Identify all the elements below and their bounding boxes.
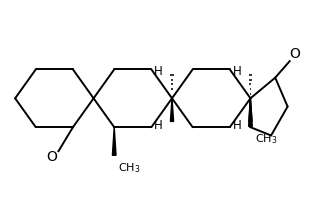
- Text: O: O: [46, 150, 57, 164]
- Polygon shape: [170, 98, 174, 121]
- Text: O: O: [290, 47, 300, 61]
- Text: CH$_3$: CH$_3$: [255, 132, 277, 146]
- Polygon shape: [248, 98, 252, 126]
- Polygon shape: [112, 127, 116, 155]
- Text: H: H: [154, 65, 163, 78]
- Text: H: H: [154, 119, 163, 132]
- Text: H: H: [233, 119, 241, 132]
- Polygon shape: [249, 98, 252, 121]
- Text: CH$_3$: CH$_3$: [118, 161, 141, 175]
- Text: H: H: [233, 65, 241, 78]
